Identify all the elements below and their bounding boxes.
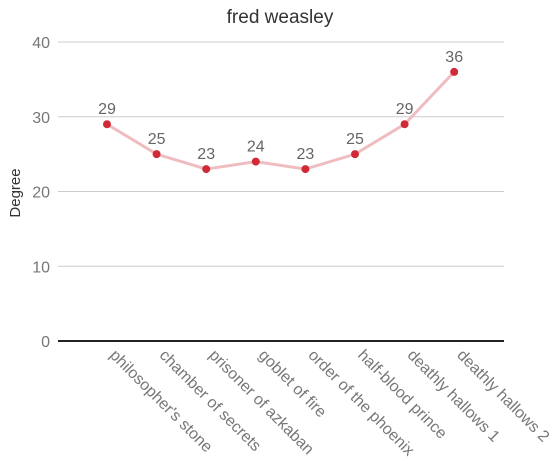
data-point xyxy=(400,120,409,129)
data-label: 29 xyxy=(98,101,116,118)
data-label: 36 xyxy=(445,49,463,66)
gridlines xyxy=(58,41,504,267)
data-point xyxy=(152,150,161,159)
data-label: 24 xyxy=(247,139,265,156)
x-tick-label: half-blood prince xyxy=(354,347,450,443)
data-point xyxy=(450,67,459,76)
data-point xyxy=(301,165,310,174)
data-label: 29 xyxy=(396,101,414,118)
data-label: 25 xyxy=(346,131,364,148)
data-point xyxy=(202,165,211,174)
data-point xyxy=(351,150,359,159)
data-point xyxy=(103,120,111,129)
x-tick-label: deathly hallows 2 xyxy=(453,347,552,446)
data-label: 25 xyxy=(148,131,166,148)
chart-title: fred weasley xyxy=(227,7,334,28)
series-layer xyxy=(103,67,459,174)
data-label: 23 xyxy=(297,146,315,163)
series-line xyxy=(105,70,456,171)
y-tick-label: 40 xyxy=(32,35,50,52)
data-point xyxy=(251,157,260,166)
x-tick-label: deathly hallows 1 xyxy=(404,347,503,446)
y-axis-label: Degree xyxy=(7,168,24,217)
y-tick-label: 20 xyxy=(32,185,50,202)
y-tick-label: 0 xyxy=(41,334,50,351)
y-tick-label: 10 xyxy=(32,259,50,276)
data-label: 23 xyxy=(197,146,215,163)
y-tick-label: 30 xyxy=(32,110,50,127)
